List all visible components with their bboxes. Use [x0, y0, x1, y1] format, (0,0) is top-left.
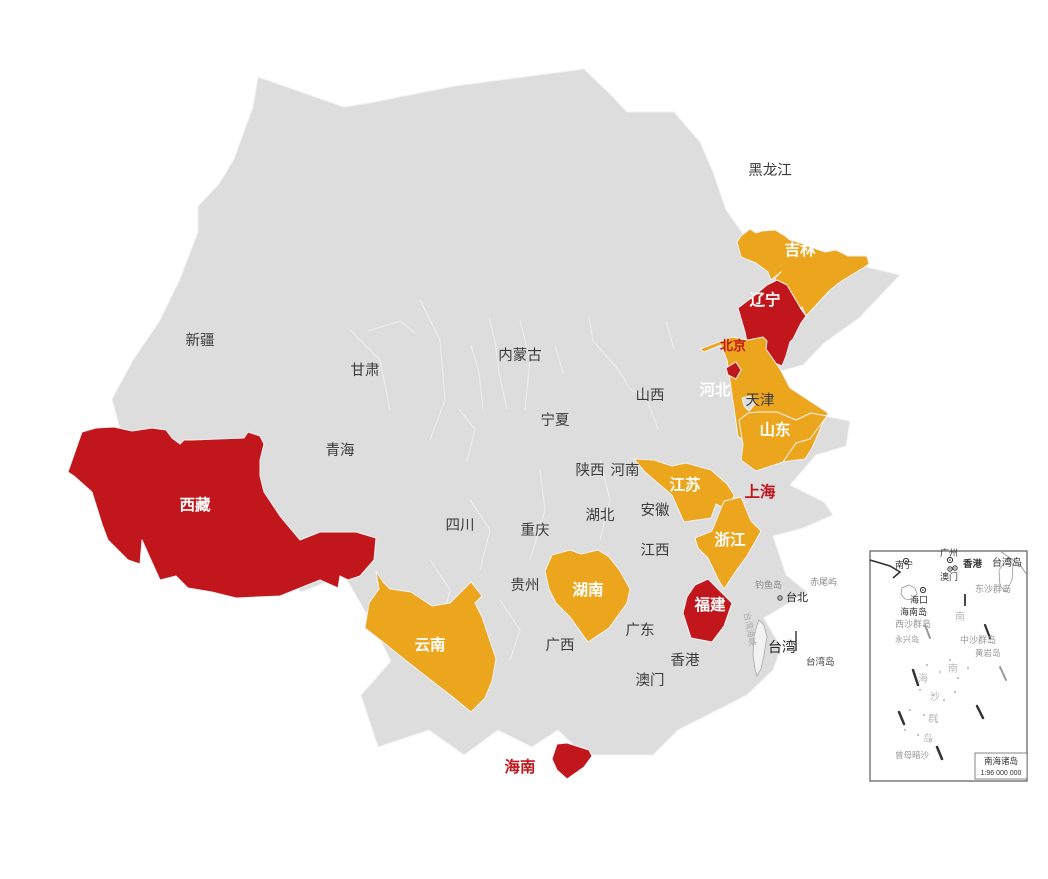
svg-text:西藏: 西藏 — [179, 495, 211, 514]
svg-text:海口: 海口 — [910, 594, 928, 605]
svg-text:广东: 广东 — [626, 622, 655, 639]
svg-text:吉林: 吉林 — [784, 240, 816, 259]
svg-text:山西: 山西 — [636, 387, 665, 404]
svg-text:江苏: 江苏 — [669, 475, 701, 494]
svg-text:南海诸岛: 南海诸岛 — [984, 756, 1018, 766]
svg-text:南宁: 南宁 — [895, 559, 913, 570]
svg-text:沙: 沙 — [930, 691, 940, 703]
svg-text:海南岛: 海南岛 — [900, 606, 927, 617]
svg-text:贵州: 贵州 — [511, 577, 540, 594]
svg-text:海: 海 — [918, 672, 928, 685]
svg-text:曾母暗沙: 曾母暗沙 — [895, 750, 930, 760]
svg-text:河北: 河北 — [699, 380, 731, 399]
svg-text:海南: 海南 — [504, 757, 535, 776]
svg-text:黑龙江: 黑龙江 — [748, 162, 792, 179]
svg-text:新疆: 新疆 — [186, 332, 215, 349]
svg-text:陕西: 陕西 — [576, 462, 605, 479]
svg-text:南: 南 — [948, 662, 958, 675]
svg-text:钓鱼岛: 钓鱼岛 — [755, 579, 782, 590]
svg-text:天津: 天津 — [746, 392, 775, 409]
svg-text:澳门: 澳门 — [940, 571, 958, 582]
svg-text:甘肃: 甘肃 — [351, 362, 380, 379]
svg-text:1:96 000 000: 1:96 000 000 — [981, 770, 1022, 777]
svg-text:黄岩岛: 黄岩岛 — [975, 648, 1001, 658]
svg-text:中沙群岛: 中沙群岛 — [960, 634, 996, 645]
svg-text:浙江: 浙江 — [714, 530, 746, 549]
svg-text:西沙群岛: 西沙群岛 — [895, 618, 931, 629]
svg-text:南: 南 — [955, 610, 965, 623]
svg-text:香港: 香港 — [671, 652, 700, 669]
svg-text:安徽: 安徽 — [641, 502, 670, 519]
svg-text:湖北: 湖北 — [586, 507, 615, 524]
svg-text:台湾: 台湾 — [768, 639, 796, 655]
svg-text:河南: 河南 — [611, 462, 640, 479]
svg-text:岛: 岛 — [923, 732, 933, 745]
svg-text:内蒙古: 内蒙古 — [498, 347, 542, 364]
svg-text:上海: 上海 — [744, 482, 776, 501]
svg-text:四川: 四川 — [446, 518, 475, 534]
svg-text:江西: 江西 — [641, 542, 670, 559]
svg-text:东沙群岛: 东沙群岛 — [975, 583, 1011, 594]
svg-text:永兴岛: 永兴岛 — [895, 634, 919, 644]
svg-text:宁夏: 宁夏 — [541, 412, 570, 429]
svg-text:台湾岛: 台湾岛 — [806, 656, 835, 668]
svg-text:台北: 台北 — [786, 590, 808, 604]
svg-text:群: 群 — [928, 712, 938, 725]
svg-text:福建: 福建 — [693, 595, 726, 614]
svg-text:澳门: 澳门 — [636, 672, 665, 689]
svg-text:青海: 青海 — [326, 442, 355, 459]
svg-text:北京: 北京 — [720, 338, 746, 353]
svg-text:重庆: 重庆 — [521, 522, 550, 539]
svg-text:广州: 广州 — [940, 547, 958, 558]
svg-text:香港: 香港 — [962, 558, 983, 570]
svg-text:台湾岛: 台湾岛 — [992, 556, 1022, 569]
svg-text:辽宁: 辽宁 — [749, 290, 780, 309]
svg-text:湖南: 湖南 — [572, 580, 603, 599]
svg-text:山东: 山东 — [759, 420, 790, 439]
svg-text:云南: 云南 — [414, 635, 445, 654]
svg-text:广西: 广西 — [546, 637, 575, 654]
svg-text:赤尾屿: 赤尾屿 — [810, 577, 837, 587]
